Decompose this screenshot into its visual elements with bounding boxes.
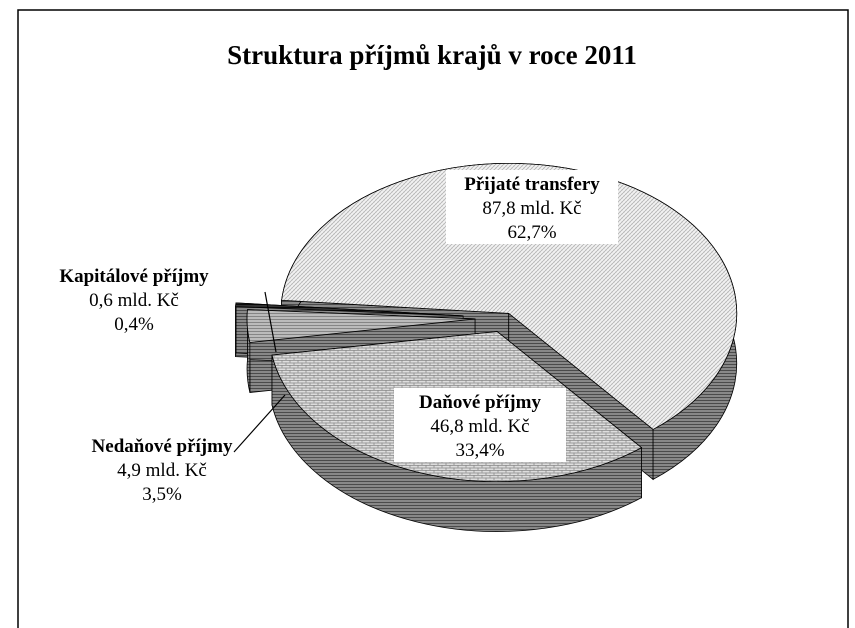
leader-line — [264, 291, 277, 353]
slice-label: Nedaňové příjmy — [92, 436, 233, 457]
value-label: 33,4% — [455, 440, 504, 461]
labels: Přijaté transfery 87,8 mld. Kč 62,7% Daňové… — [59, 170, 618, 505]
amount-label: 46,8 mld. Kč — [430, 416, 529, 437]
slice — [235, 302, 464, 317]
leader-line — [233, 394, 286, 453]
chart-title: Struktura příjmů krajů v roce 2011 — [227, 40, 637, 70]
amount-label: 0,6 mld. Kč — [89, 290, 179, 311]
slice-label: Daňové příjmy — [419, 392, 541, 413]
value-label: 62,7% — [507, 222, 556, 243]
value-label: 3,5% — [142, 484, 182, 505]
pie — [235, 162, 738, 532]
slice-label: Kapitálové příjmy — [59, 266, 209, 287]
label-box — [394, 388, 566, 462]
slice — [246, 309, 476, 343]
amount-label: 87,8 mld. Kč — [482, 198, 581, 219]
slice-label: Přijaté transfery — [464, 174, 600, 195]
amount-label: 4,9 mld. Kč — [117, 460, 207, 481]
value-label: 0,4% — [114, 314, 154, 335]
label-box — [446, 170, 618, 244]
